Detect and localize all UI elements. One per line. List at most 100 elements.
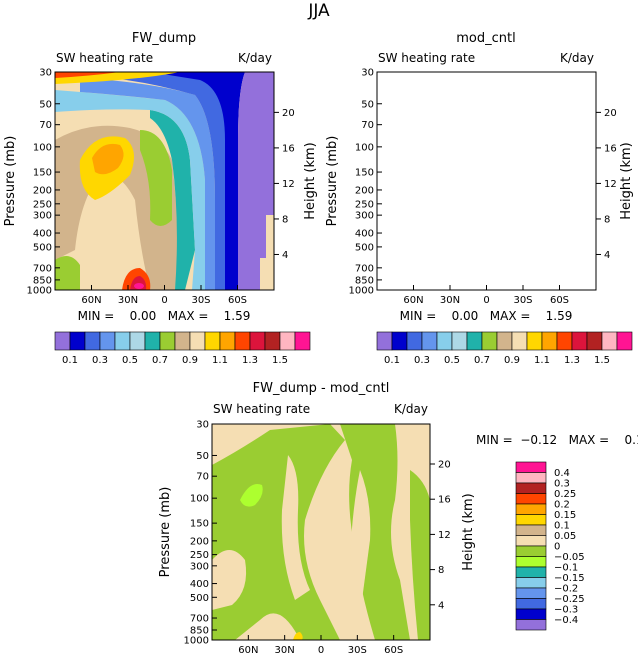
xtick-label: 60N <box>238 645 258 656</box>
ytick-label: 100 <box>33 142 52 153</box>
colorbar-label: 0.9 <box>182 355 198 366</box>
colorbar-box <box>526 331 543 351</box>
contour-top-yellow <box>377 72 502 84</box>
panel-3-ylabel-right: Height (km) <box>461 493 476 570</box>
colorbar-box <box>159 331 176 351</box>
panel-3-yticks-right: 20 16 12 8 4 <box>430 460 451 611</box>
ytick-right-label: 4 <box>282 250 288 261</box>
colorbar-label: −0.2 <box>554 584 578 595</box>
colorbar-label: 0.1 <box>554 521 570 532</box>
ytick-right-label: 20 <box>438 460 451 471</box>
colorbar-box <box>515 577 547 589</box>
colorbar-box <box>541 331 558 351</box>
colorbar-label: 0.3 <box>554 479 570 490</box>
xtick-label: 30S <box>191 295 210 306</box>
colorbar-box <box>406 331 423 351</box>
panel-2-colorbar: 0.1 0.3 0.5 0.7 0.9 1.1 1.3 1.5 <box>376 331 633 366</box>
ytick-label: 300 <box>190 561 209 572</box>
ytick-label: 300 <box>355 211 374 222</box>
ytick-right-label: 12 <box>282 179 295 190</box>
ytick-label: 400 <box>33 229 52 240</box>
colorbar-label: 0.2 <box>554 500 570 511</box>
contour-darkblue <box>472 72 567 290</box>
ytick-label: 30 <box>361 68 374 79</box>
contour-bg <box>377 72 596 290</box>
colorbar-box <box>391 331 408 351</box>
ytick-right-label: 4 <box>438 600 444 611</box>
xtick-label: 60S <box>228 295 247 306</box>
panel-fw-dump: FW_dump SW heating rate K/day <box>3 31 318 366</box>
ytick-right-label: 8 <box>282 214 288 225</box>
ytick-right-label: 20 <box>282 108 295 119</box>
panel-1-xticks: 60N 30N 0 30S 60S <box>81 285 247 306</box>
panel-2-subtitle-left: SW heating rate <box>378 51 475 65</box>
colorbar-label: 0.25 <box>554 489 576 500</box>
ytick-label: 400 <box>190 579 209 590</box>
panel-3-title: FW_dump - mod_cntl <box>253 381 390 396</box>
contour-teal <box>150 110 195 290</box>
colorbar-label: 0.3 <box>414 355 430 366</box>
ytick-label: 250 <box>355 199 374 210</box>
contour-surface-pink <box>134 283 144 289</box>
ytick-right-label: 20 <box>604 108 617 119</box>
contour-cornflower <box>402 78 537 290</box>
colorbar-box <box>451 331 468 351</box>
contour-tan-3 <box>350 470 371 600</box>
colorbar-label: 1.5 <box>594 355 610 366</box>
colorbar-box <box>129 331 146 351</box>
colorbar-box <box>556 331 573 351</box>
panel-1-ylabel: Pressure (mb) <box>3 136 18 227</box>
contour-tan-1 <box>212 550 247 610</box>
ytick-label: 850 <box>355 275 374 286</box>
ytick-label: 200 <box>355 185 374 196</box>
ytick-right-label: 16 <box>282 143 295 154</box>
contour-tan-2 <box>281 455 310 600</box>
colorbar-label: 1.1 <box>534 355 550 366</box>
panel-2-yticks-right: 20 16 12 8 4 <box>596 108 617 261</box>
ytick-label: 1000 <box>349 286 374 297</box>
panel-2-frame <box>376 71 597 291</box>
ytick-label: 500 <box>33 242 52 253</box>
panel-3-contours <box>212 424 430 640</box>
colorbar-box <box>279 331 296 351</box>
panel-3-subtitle-left: SW heating rate <box>213 402 310 416</box>
colorbar-label: −0.4 <box>554 615 578 626</box>
xtick-label: 30N <box>118 295 138 306</box>
contour-darkblue <box>150 72 245 290</box>
contour-green-1 <box>212 424 345 640</box>
colorbar-box <box>234 331 251 351</box>
ytick-label: 250 <box>190 550 209 561</box>
colorbar-box <box>481 331 498 351</box>
colorbar-box <box>515 472 547 484</box>
contour-purple <box>560 72 596 290</box>
colorbar-box <box>114 331 131 351</box>
xtick-label: 30N <box>275 645 295 656</box>
panel-2-contours <box>377 72 596 290</box>
ytick-label: 250 <box>33 199 52 210</box>
colorbar-box <box>84 331 101 351</box>
colorbar-box <box>219 331 236 351</box>
colorbar-label: 1.3 <box>564 355 580 366</box>
ytick-label: 500 <box>190 593 209 604</box>
xtick-label: 0 <box>483 295 489 306</box>
ytick-label: 70 <box>361 120 374 131</box>
colorbar-box <box>586 331 603 351</box>
xtick-label: 30S <box>348 645 367 656</box>
colorbar-label: 0.7 <box>474 355 490 366</box>
colorbar-label: 0.5 <box>444 355 460 366</box>
panel-1-stats: MIN = 0.00 MAX = 1.59 <box>78 309 251 323</box>
colorbar-box <box>436 331 453 351</box>
contour-yellow <box>402 136 456 200</box>
colorbar-box <box>264 331 281 351</box>
colorbar-label: −0.25 <box>554 594 585 605</box>
ytick-right-label: 12 <box>604 179 617 190</box>
colorbar-box <box>496 331 513 351</box>
colorbar-label: 0.7 <box>152 355 168 366</box>
colorbar-label: 0 <box>554 542 560 553</box>
colorbar-box <box>616 331 633 351</box>
colorbar-box <box>99 331 116 351</box>
panel-3-colorbar: 0.40.30.250.20.150.10.050−0.05−0.1−0.15−… <box>515 461 585 631</box>
colorbar-label: −0.1 <box>554 563 578 574</box>
ytick-label: 150 <box>33 168 52 179</box>
